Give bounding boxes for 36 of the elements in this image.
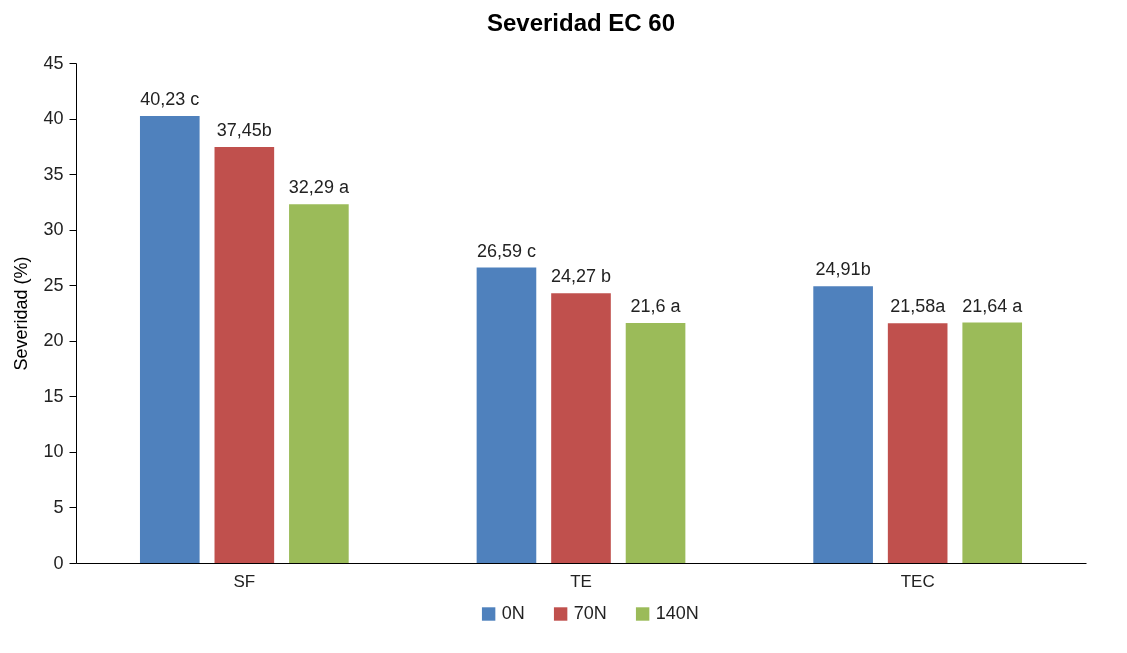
x-tick-label: TE [570, 571, 592, 591]
y-tick-label: 35 [43, 163, 64, 184]
bar [476, 267, 537, 563]
legend-label: 0N [501, 603, 525, 623]
y-tick-label: 45 [43, 52, 64, 73]
y-tick-label: 25 [43, 274, 64, 295]
bar [289, 204, 349, 563]
legend-label: 70N [573, 603, 607, 623]
legend-label: 140N [655, 603, 699, 623]
chart-title: Severidad EC 60 [486, 9, 676, 36]
y-tick-label: 40 [43, 108, 64, 129]
y-tick-label: 20 [43, 330, 64, 351]
y-tick-label: 0 [53, 552, 64, 573]
y-tick-label: 15 [43, 385, 64, 406]
x-tick-label: TEC [900, 571, 935, 591]
data-label: 26,59 c [476, 240, 536, 261]
bar [887, 323, 948, 563]
bar [625, 323, 686, 563]
y-tick-label: 10 [43, 441, 64, 462]
bar [813, 286, 873, 563]
y-axis-title: Severidad (%) [11, 256, 32, 371]
data-label: 32,29 a [288, 177, 350, 198]
bar [962, 322, 1023, 563]
data-label: 37,45b [216, 119, 272, 140]
bar [551, 293, 611, 563]
bar [214, 146, 275, 563]
x-tick-label: SF [233, 571, 256, 591]
y-tick-label: 30 [43, 219, 64, 240]
bar [139, 116, 200, 563]
data-label: 24,27 b [550, 266, 612, 287]
data-label: 21,6 a [630, 296, 682, 316]
data-label: 21,58a [890, 296, 947, 317]
data-label: 21,64 a [962, 295, 1024, 316]
data-label: 24,91b [815, 259, 871, 280]
data-label: 40,23 c [140, 89, 200, 109]
y-tick-label: 5 [53, 496, 64, 517]
